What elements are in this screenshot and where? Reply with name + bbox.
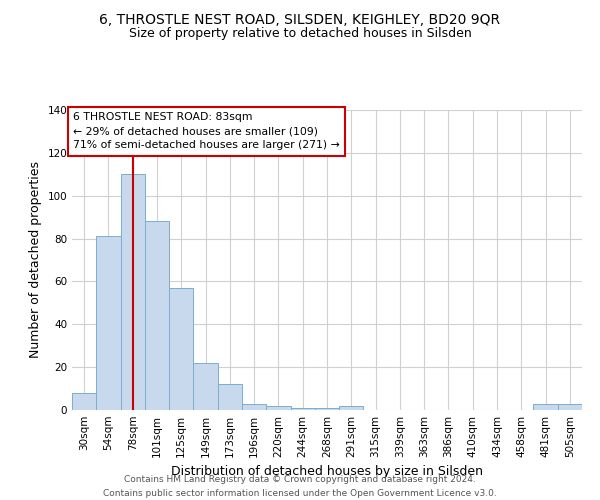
Bar [218, 384, 242, 410]
Bar [242, 404, 266, 410]
X-axis label: Distribution of detached houses by size in Silsden: Distribution of detached houses by size … [171, 466, 483, 478]
Bar [315, 408, 339, 410]
Bar [266, 406, 290, 410]
Bar [339, 406, 364, 410]
Bar [169, 288, 193, 410]
Text: 6, THROSTLE NEST ROAD, SILSDEN, KEIGHLEY, BD20 9QR: 6, THROSTLE NEST ROAD, SILSDEN, KEIGHLEY… [100, 12, 500, 26]
Bar [193, 363, 218, 410]
Bar [72, 393, 96, 410]
Bar [121, 174, 145, 410]
Text: Contains HM Land Registry data © Crown copyright and database right 2024.
Contai: Contains HM Land Registry data © Crown c… [103, 476, 497, 498]
Text: Size of property relative to detached houses in Silsden: Size of property relative to detached ho… [128, 28, 472, 40]
Bar [290, 408, 315, 410]
Bar [533, 404, 558, 410]
Bar [558, 404, 582, 410]
Bar [96, 236, 121, 410]
Text: 6 THROSTLE NEST ROAD: 83sqm
← 29% of detached houses are smaller (109)
71% of se: 6 THROSTLE NEST ROAD: 83sqm ← 29% of det… [73, 112, 340, 150]
Bar [145, 222, 169, 410]
Y-axis label: Number of detached properties: Number of detached properties [29, 162, 42, 358]
